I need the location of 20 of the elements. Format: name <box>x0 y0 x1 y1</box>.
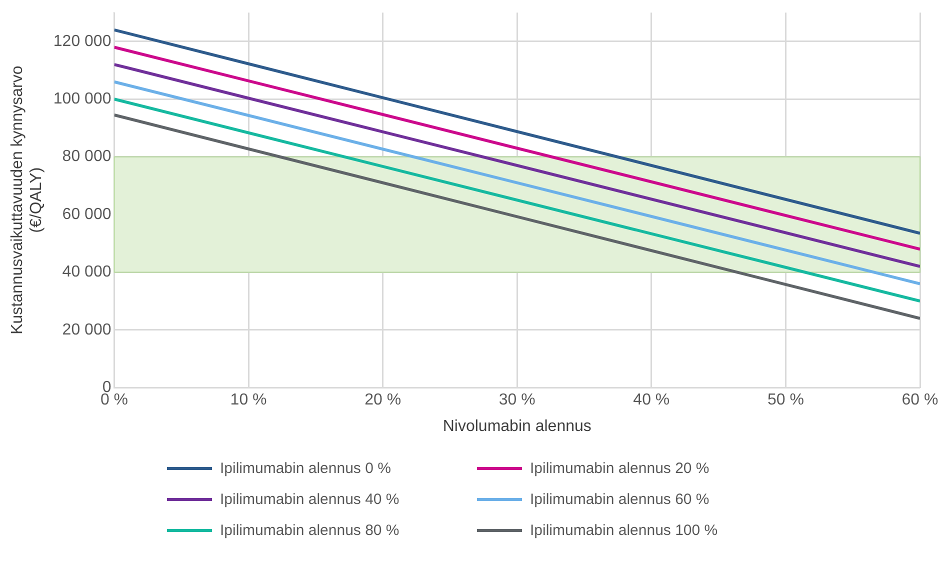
y-tick-label: 20 000 <box>62 321 112 338</box>
legend-label: Ipilimumabin alennus 60 % <box>530 491 710 508</box>
x-tick-label: 30 % <box>498 392 536 409</box>
legend-label: Ipilimumabin alennus 100 % <box>530 522 718 539</box>
y-tick-label: 80 000 <box>62 148 112 166</box>
legend-label: Ipilimumabin alennus 20 % <box>530 460 710 477</box>
x-tick-label: 10 % <box>230 392 267 409</box>
y-tick-label: 40 000 <box>62 264 112 281</box>
y-tick-label: 60 000 <box>62 206 112 223</box>
legend-label: Ipilimumabin alennus 40 % <box>220 491 400 508</box>
y-tick-label: 100 000 <box>53 90 112 108</box>
x-tick-label: 40 % <box>633 392 670 409</box>
x-axis-title: Nivolumabin alennus <box>442 418 592 435</box>
x-tick-label: 20 % <box>364 392 402 409</box>
y-tick-label: 120 000 <box>53 32 112 50</box>
x-tick-label: 60 % <box>902 392 938 409</box>
legend-label: Ipilimumabin alennus 0 % <box>220 460 391 477</box>
y-axis-title: Kustannusvaikuttavuuden kynnysarvo (€/QALY) <box>9 66 46 334</box>
x-tick-label: 50 % <box>767 392 804 409</box>
legend-label: Ipilimumabin alennus 80 % <box>220 522 400 539</box>
